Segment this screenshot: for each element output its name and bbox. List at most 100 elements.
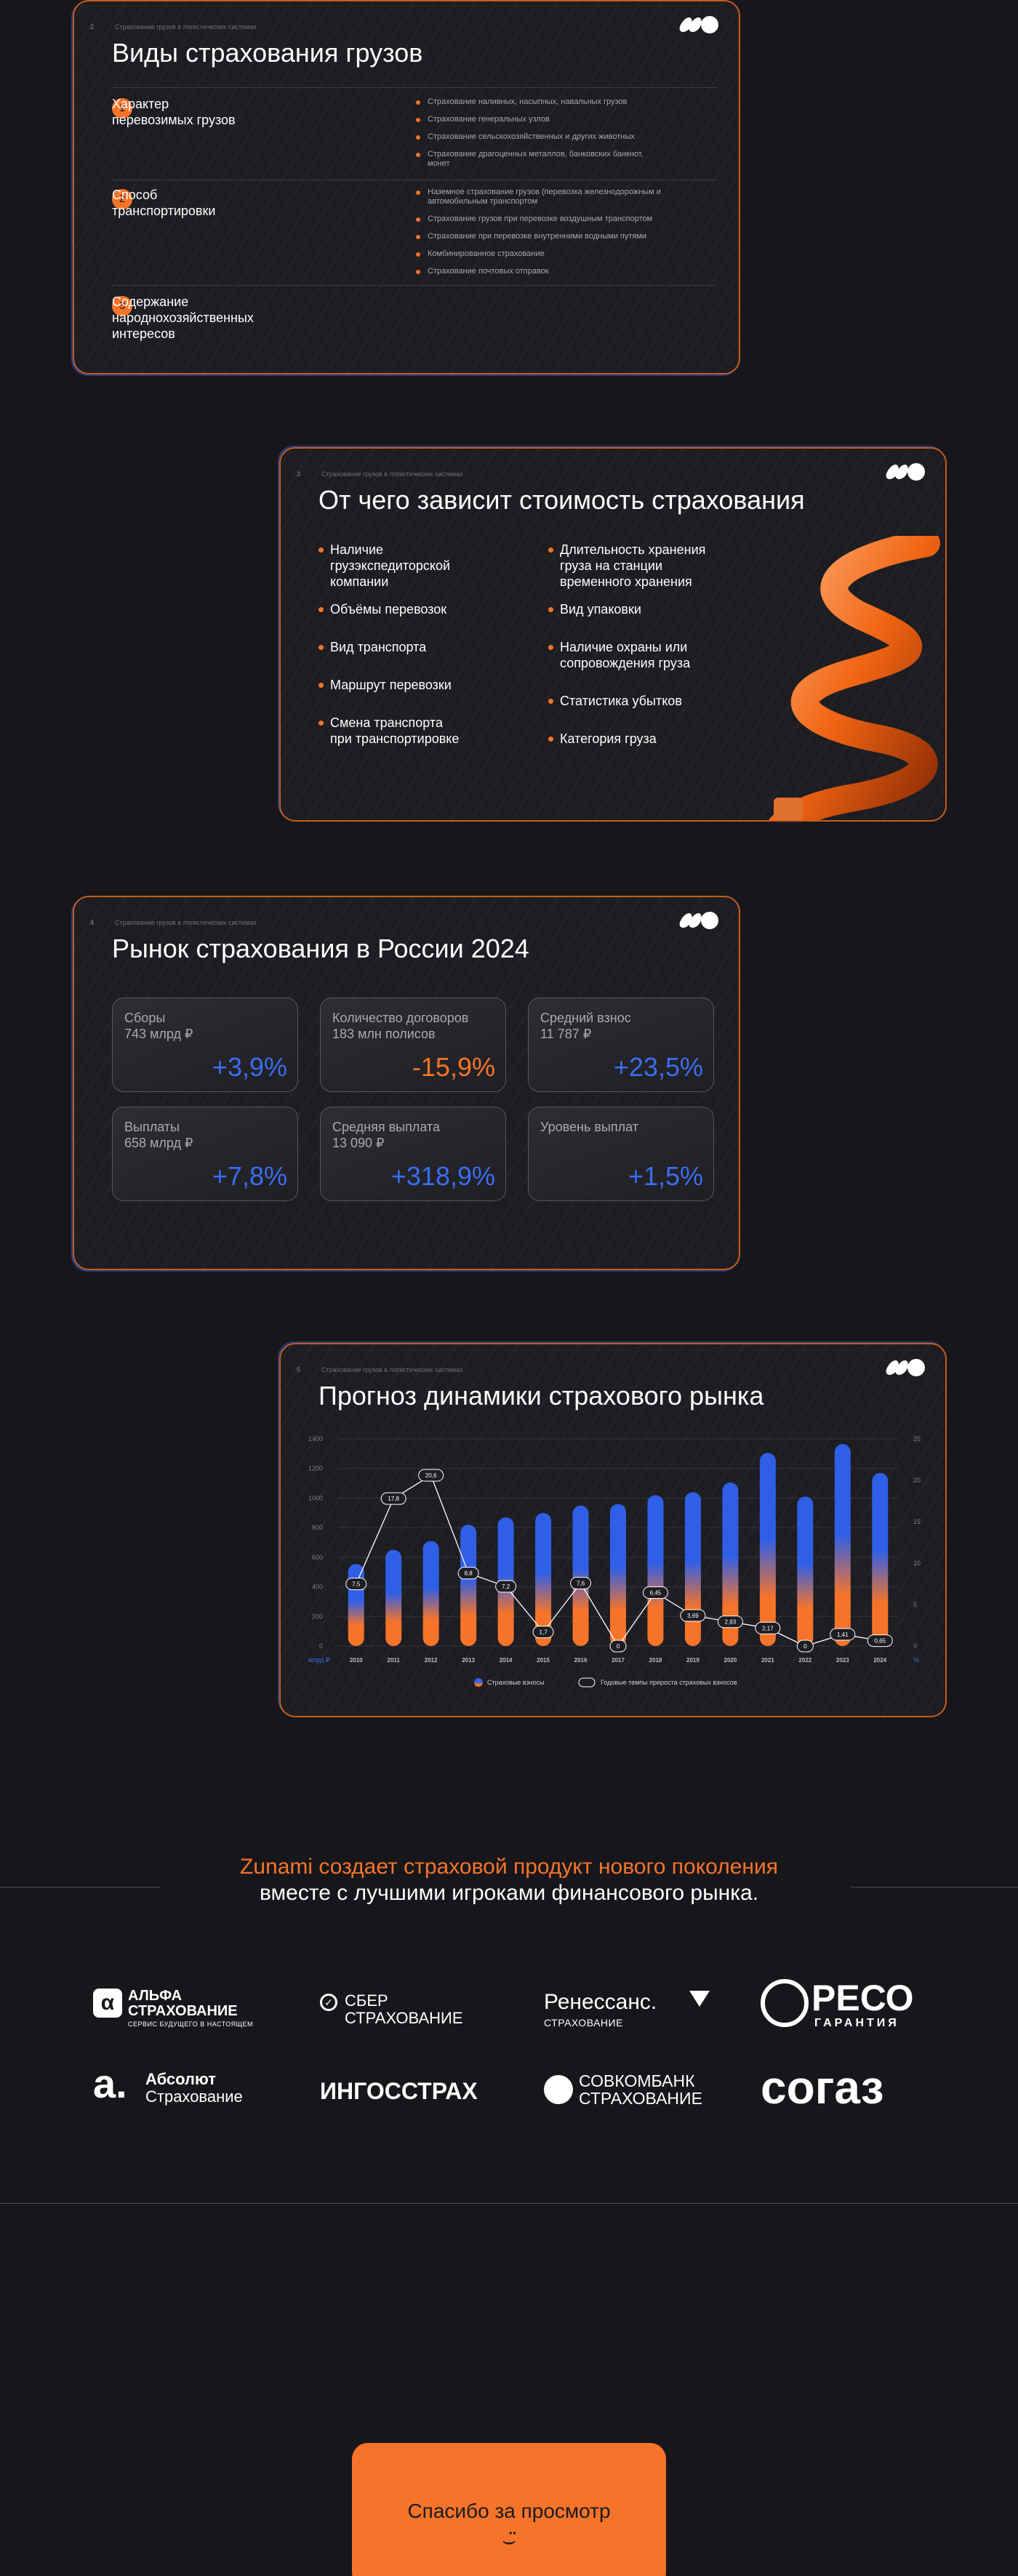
- x-tick-label: 2021: [761, 1657, 774, 1664]
- sovcombank-circle-icon: [544, 2075, 573, 2104]
- data-label-pill: [380, 1492, 406, 1505]
- bar: [535, 1512, 552, 1646]
- y-tick-label: 1400: [308, 1435, 323, 1443]
- data-label-pill: [755, 1621, 781, 1634]
- y2-tick-label: 0: [913, 1642, 917, 1650]
- stat-value: +318,9%: [390, 1161, 495, 1191]
- x-tick-label: 2022: [798, 1657, 811, 1664]
- factor-item: Маршрут перевозки: [318, 677, 529, 693]
- renessans-triangle-icon: [689, 1991, 710, 2007]
- factor-item: Длительность хранения груза на станции в…: [548, 542, 759, 590]
- factor-item: Наличие грузэкспедиторской компании: [318, 542, 529, 590]
- y-tick-label: 0: [319, 1642, 323, 1650]
- factor-item: Статистика убытков: [548, 693, 759, 709]
- slide-market-forecast: 5 Страхование грузов в логистических сис…: [279, 1343, 947, 1717]
- y2-tick-label: 15: [913, 1518, 921, 1525]
- logo-text: Ренессанс.: [544, 1990, 657, 2014]
- y2-tick-label: 10: [913, 1560, 921, 1567]
- zunami-logo-icon: [677, 912, 718, 929]
- smile-icon: ⌣̈: [502, 2529, 516, 2553]
- stat-value: +23,5%: [613, 1052, 703, 1082]
- sber-check-icon: ✓: [320, 1994, 337, 2011]
- factors-column-left: Наличие грузэкспедиторской компании Объё…: [318, 542, 529, 747]
- row-title: Характер перевозимых грузов: [112, 97, 236, 127]
- logo-text: СТРАХОВАНИЕ: [345, 2009, 463, 2027]
- bar: [460, 1525, 477, 1646]
- x-tick-label: 2015: [537, 1657, 550, 1664]
- slide-caption: Страхование грузов в логистических систе…: [321, 470, 463, 478]
- list-item: Страхование при перевозке внутренними во…: [416, 232, 685, 241]
- y-tick-label: 1200: [308, 1465, 323, 1472]
- y-tick-label: 1000: [308, 1494, 323, 1501]
- x-tick-label: 2013: [462, 1657, 475, 1664]
- logo-subtitle: СЕРВИС БУДУЩЕГО В НАСТОЯЩЕМ: [128, 2021, 254, 2028]
- data-label: 8,8: [465, 1570, 473, 1577]
- logo-text: СБЕР: [345, 1991, 388, 2010]
- slide-title: Рынок страхования в России 2024: [112, 934, 529, 963]
- data-label-pill: [532, 1626, 554, 1639]
- thanks-text: Спасибо за просмотр: [407, 2500, 611, 2522]
- stat-card: Выплаты 658 млрд ₽ +7,8%: [112, 1107, 298, 1201]
- logo-text: СТРАХОВАНИЕ: [128, 2003, 238, 2019]
- x-tick-label: 2018: [649, 1657, 662, 1664]
- legend-label: Страховые взносы: [487, 1679, 545, 1686]
- zunami-logo-icon: [677, 16, 718, 33]
- row-number-badge: 3: [112, 296, 132, 316]
- bar: [722, 1482, 739, 1646]
- row-title: Способ транспортировки: [112, 188, 216, 218]
- x-tick-label: 2012: [425, 1657, 438, 1664]
- list-item: Страхование сельскохозяйственных и други…: [416, 132, 663, 142]
- slide-number: 5: [297, 1366, 301, 1373]
- stat-card: Сборы 743 млрд ₽ +3,9%: [112, 998, 298, 1092]
- slide-caption: Страхование грузов в логистических систе…: [115, 23, 257, 31]
- stat-value: +3,9%: [212, 1052, 287, 1082]
- bullet-list: Страхование наливных, насыпных, навальны…: [416, 97, 663, 177]
- list-item: Наземное страхование грузов (перевозка ж…: [416, 188, 685, 206]
- data-label: 0: [617, 1643, 620, 1650]
- data-label: 3,69: [687, 1613, 699, 1619]
- list-item: Страхование грузов при перевозке воздушн…: [416, 214, 685, 224]
- orange-spring-illustration: [769, 536, 940, 820]
- row-number-badge: 1: [112, 98, 132, 119]
- x-tick-label: 2020: [724, 1657, 737, 1664]
- reso-emblem-icon: [761, 1979, 809, 2027]
- data-label: 7,5: [352, 1581, 361, 1588]
- list-item: Комбинированное страхование: [416, 249, 685, 259]
- slide-market-2024: 4 Страхование грузов в логистических сис…: [73, 896, 740, 1270]
- logo-text: СОВКОМБАНК: [579, 2071, 695, 2090]
- y-tick-label: 800: [312, 1524, 323, 1531]
- data-label-pill: [642, 1586, 668, 1599]
- y-tick-label: 400: [312, 1584, 323, 1591]
- slide-cargo-insurance-types: 2 Страхование грузов в логистических сис…: [73, 0, 740, 374]
- y-tick-label: 600: [312, 1554, 323, 1561]
- x-tick-label: 2010: [350, 1657, 363, 1664]
- bar: [647, 1495, 664, 1646]
- stat-label: Уровень выплат: [540, 1120, 638, 1134]
- tagline-accent: Zunami создает страховой продукт нового …: [240, 1855, 778, 1879]
- data-label: 6,45: [650, 1589, 662, 1596]
- x-tick-label: 2016: [574, 1657, 588, 1664]
- x-tick-label: 2014: [500, 1657, 513, 1664]
- data-label: 7,2: [502, 1584, 510, 1590]
- list-item: Страхование генеральных узлов: [416, 115, 663, 124]
- thanks-button[interactable]: Спасибо за просмотр ⌣̈: [352, 2443, 666, 2576]
- data-label-pill: [495, 1580, 517, 1593]
- data-label: 0,65: [874, 1638, 886, 1645]
- logo-sogaz: согаз: [761, 2061, 884, 2114]
- stat-label: Сборы 743 млрд ₽: [124, 1011, 193, 1041]
- list-item: Страхование почтовых отправок: [416, 267, 685, 276]
- stat-value: +1,5%: [628, 1161, 703, 1191]
- data-label-pill: [867, 1634, 893, 1648]
- zunami-logo-icon: [883, 1359, 925, 1376]
- slide-caption: Страхование грузов в логистических систе…: [115, 919, 257, 926]
- alfa-icon: α: [93, 1989, 122, 2018]
- logo-text: СТРАХОВАНИЕ: [579, 2089, 702, 2108]
- legend-swatch: [578, 1677, 596, 1688]
- factor-item: Вид упаковки: [548, 601, 759, 617]
- factor-item: Смена транспорта при транспортировке: [318, 715, 529, 747]
- slide-number: 3: [297, 470, 301, 478]
- bar: [759, 1453, 776, 1646]
- slide-cost-factors: 3 Страхование грузов в логистических сис…: [279, 447, 947, 822]
- bar: [610, 1504, 626, 1646]
- stat-card: Средний взнос 11 787 ₽ +23,5%: [528, 998, 714, 1092]
